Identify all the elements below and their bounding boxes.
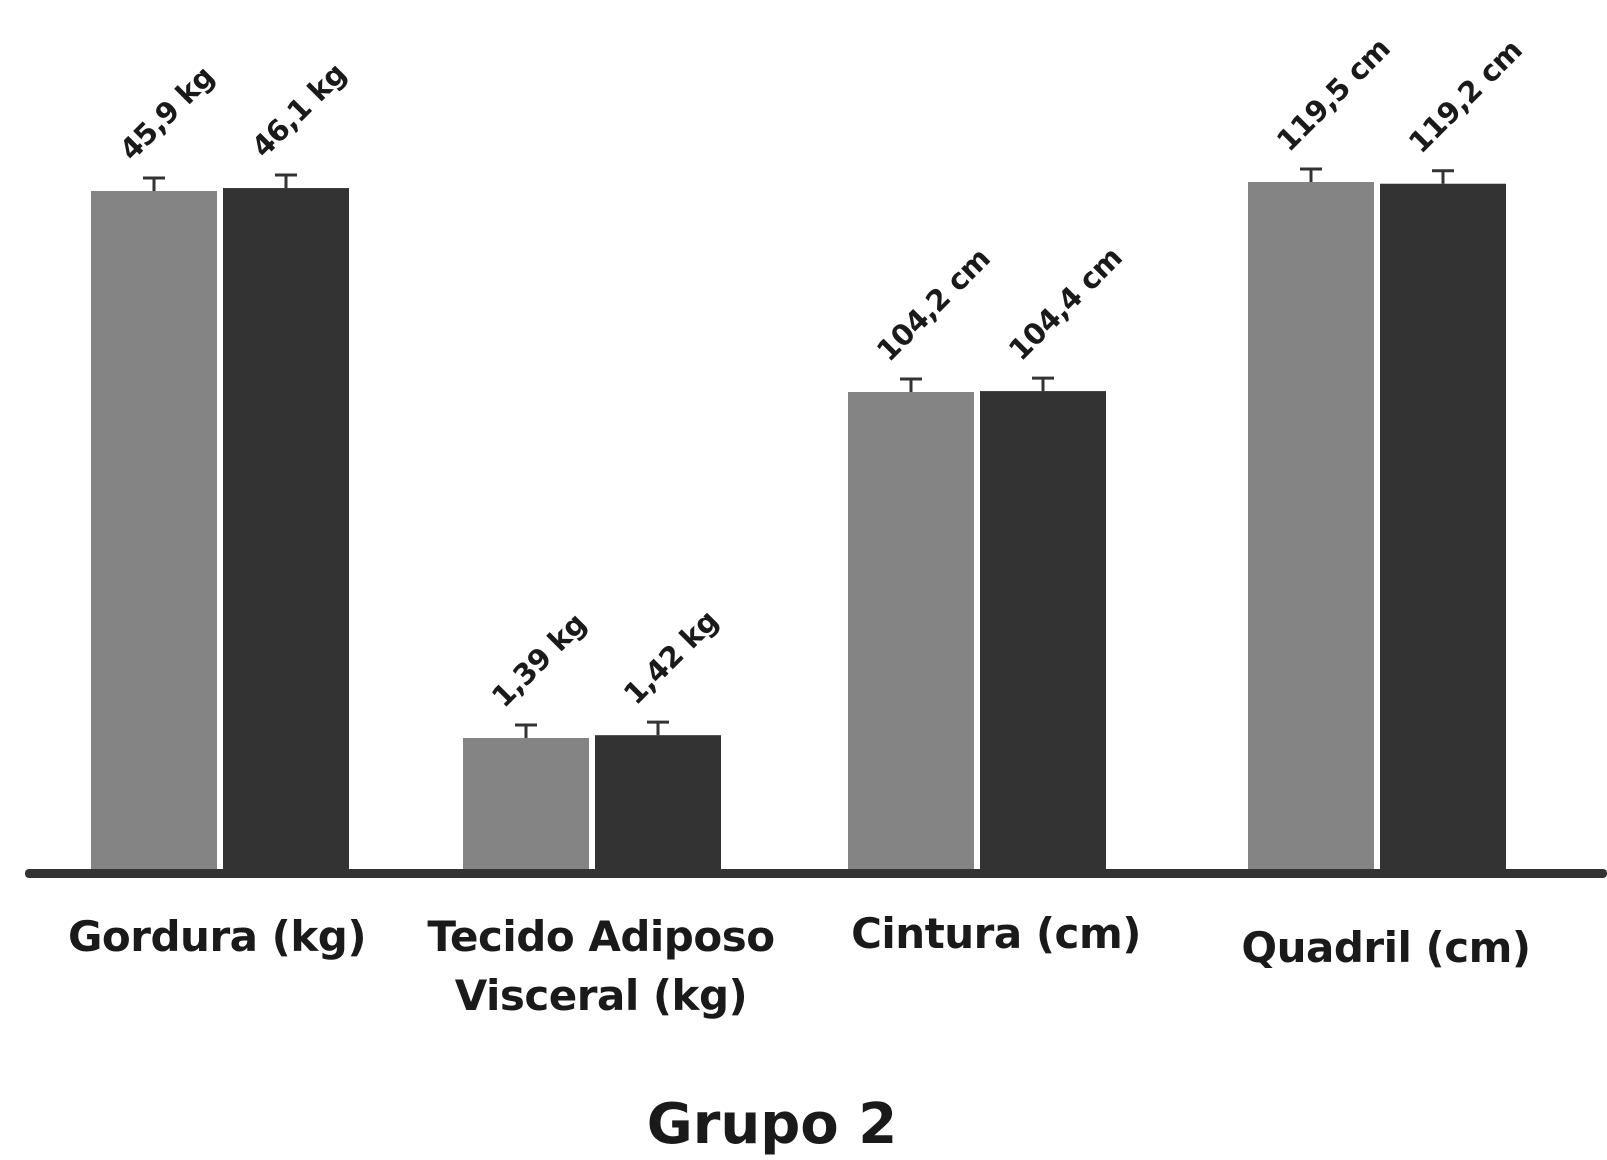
category-label-line: Quadril (cm): [1241, 923, 1530, 972]
value-label-3-1: 119,2 cm: [1402, 33, 1529, 160]
bar-3-1: [1380, 183, 1506, 870]
value-label-0-0: 45,9 kg: [113, 59, 221, 167]
bar-1-1: [595, 735, 721, 869]
category-label-3: Quadril (cm): [1241, 923, 1530, 972]
bar-2-1: [980, 391, 1106, 869]
category-labels-layer: Gordura (kg) Tecido Adiposo Visceral (kg) C…: [68, 909, 1531, 1020]
bars-layer: [91, 182, 1506, 870]
bar-2-0: [848, 392, 974, 869]
category-label-2: Cintura (cm): [851, 909, 1141, 958]
category-label-line: Cintura (cm): [851, 909, 1141, 958]
category-label-line: Gordura (kg): [68, 912, 366, 961]
bar-3-0: [1248, 182, 1374, 869]
category-label-1: Tecido Adiposo Visceral (kg): [427, 912, 774, 1020]
bar-0-0: [91, 191, 217, 869]
value-label-0-1: 46,1 kg: [245, 56, 353, 164]
chart-title: Grupo 2: [647, 1092, 897, 1156]
category-label-line: Visceral (kg): [455, 971, 748, 1020]
category-label-0: Gordura (kg): [68, 912, 366, 961]
bar-1-0: [463, 738, 589, 869]
category-label-line: Tecido Adiposo: [427, 912, 774, 961]
value-label-2-0: 104,2 cm: [870, 241, 997, 368]
value-label-2-1: 104,4 cm: [1002, 240, 1129, 367]
bar-0-1: [223, 188, 349, 869]
value-label-3-0: 119,5 cm: [1270, 31, 1397, 158]
value-label-1-0: 1,39 kg: [485, 606, 593, 714]
error-bars-layer: [143, 167, 1454, 738]
x-axis-baseline: [25, 869, 1607, 878]
value-label-1-1: 1,42 kg: [617, 603, 725, 711]
